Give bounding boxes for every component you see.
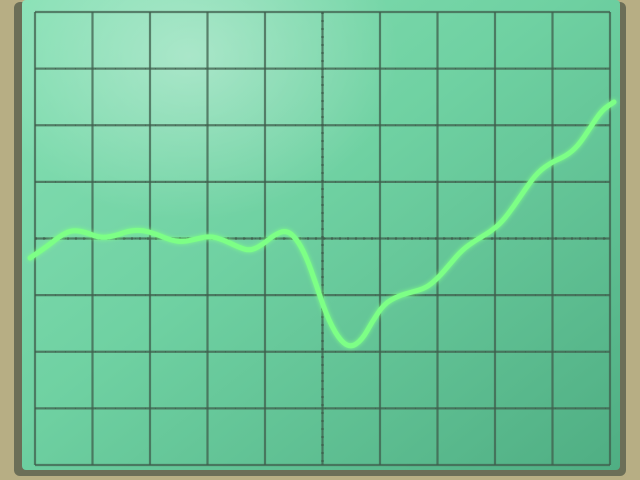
signal-trace xyxy=(27,99,617,349)
graticule xyxy=(33,10,612,467)
trace-layer xyxy=(27,99,617,349)
